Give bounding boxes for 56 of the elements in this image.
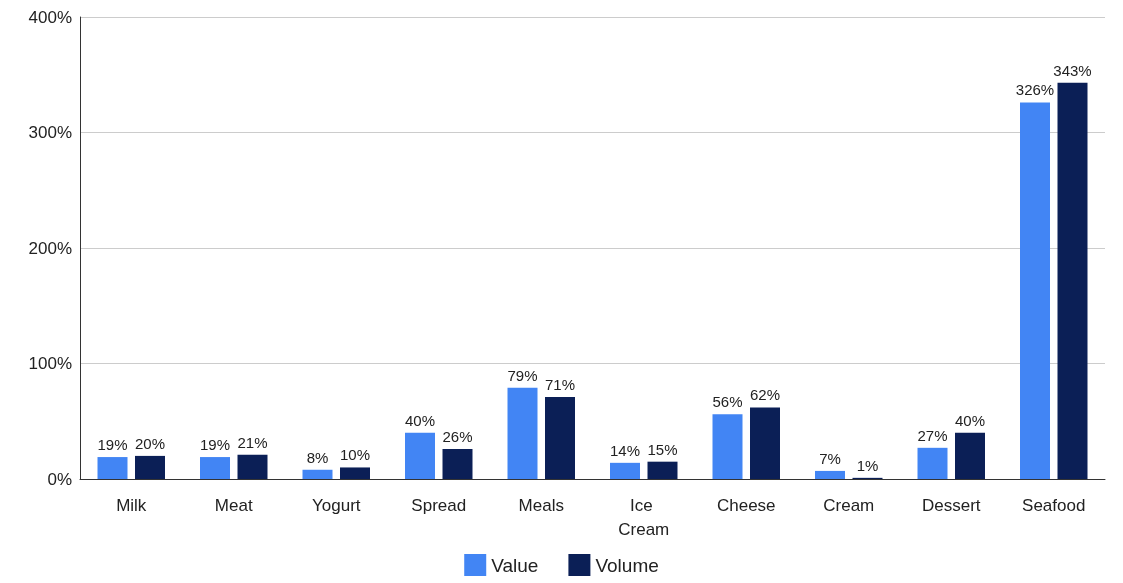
bar [97, 457, 128, 479]
x-tick-label: Meat [214, 495, 253, 515]
data-label: 1% [856, 456, 879, 474]
bar [340, 467, 370, 479]
bar [545, 397, 575, 479]
bar [200, 457, 230, 479]
bar [507, 387, 538, 479]
data-label: 326% [1015, 81, 1055, 99]
x-tick-label: Spread [411, 495, 467, 515]
data-label: 10% [339, 446, 371, 464]
data-label: 56% [712, 393, 743, 411]
data-label: 343% [1053, 61, 1092, 79]
bar [135, 455, 165, 479]
bar [302, 469, 333, 479]
x-tick-label: Milk [116, 495, 147, 515]
bar [815, 470, 845, 479]
bar [917, 447, 948, 479]
bar [1020, 102, 1050, 479]
bar [750, 407, 780, 479]
bar [237, 454, 268, 479]
data-label: 19% [199, 436, 231, 454]
x-tick-label: Cream [823, 495, 875, 515]
y-tick-label: 0% [47, 469, 72, 489]
data-label: 7% [819, 449, 841, 467]
x-tick-label: Meals [518, 495, 564, 515]
data-label: 71% [544, 375, 576, 393]
data-label: 20% [134, 434, 166, 452]
bar [647, 461, 678, 479]
data-label: 40% [404, 411, 436, 429]
bar [405, 432, 435, 479]
x-tick-label: Dessert [921, 495, 981, 515]
legend-label: Volume [595, 554, 659, 576]
data-label: 26% [442, 427, 473, 445]
data-label: 15% [647, 440, 678, 458]
y-tick-label: 300% [28, 123, 72, 142]
bar [442, 448, 473, 479]
x-tick-label: Seafood [1022, 495, 1086, 515]
legend-label: Value [491, 554, 539, 576]
data-label: 21% [237, 433, 268, 451]
data-label: 14% [609, 441, 641, 459]
data-label: 62% [749, 386, 781, 404]
data-label: 27% [917, 426, 948, 444]
data-label: 8% [306, 448, 329, 466]
data-label: 19% [97, 436, 128, 454]
y-tick-label: 100% [28, 354, 72, 373]
bar [712, 414, 743, 479]
y-tick-label: 400% [28, 7, 72, 27]
x-tick-label: Ice Cream [618, 495, 670, 539]
bar [1057, 82, 1088, 479]
data-label: 79% [507, 366, 538, 384]
y-tick-label: 200% [28, 238, 72, 258]
data-label: 40% [954, 411, 986, 429]
bar [955, 432, 985, 479]
x-tick-label: Yogurt [311, 495, 361, 515]
bar [610, 462, 640, 479]
x-tick-label: Cheese [716, 495, 776, 515]
